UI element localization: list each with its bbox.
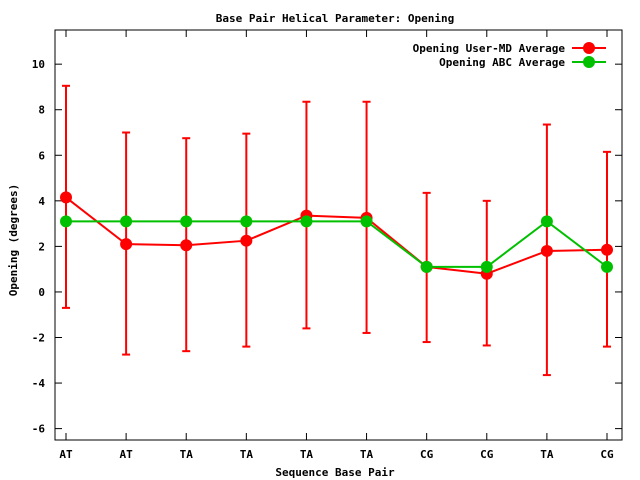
x-tick-label: CG — [420, 448, 434, 461]
data-point-series-2 — [360, 215, 373, 228]
y-tick-label: 0 — [38, 286, 45, 299]
data-point-series-1 — [120, 238, 133, 251]
data-point-series-2 — [60, 215, 72, 228]
chart-title: Base Pair Helical Parameter: Opening — [216, 12, 454, 25]
data-point-series-1 — [601, 243, 613, 256]
y-tick-label: 8 — [38, 104, 45, 117]
data-point-series-2 — [300, 215, 313, 228]
x-tick-label: AT — [119, 448, 133, 461]
data-point-series-2 — [540, 215, 553, 228]
y-tick-label: 6 — [38, 149, 45, 162]
data-point-series-1 — [540, 244, 553, 257]
data-point-series-2 — [420, 260, 433, 273]
series-line-2 — [66, 220, 608, 268]
x-axis-label: Sequence Base Pair — [275, 466, 395, 479]
data-point-series-2 — [240, 215, 253, 228]
x-tick-label: TA — [240, 448, 254, 461]
y-tick-label: -6 — [32, 423, 46, 436]
legend-label-1: Opening User-MD Average — [413, 42, 566, 55]
x-tick-label: TA — [360, 448, 374, 461]
data-point-series-2 — [120, 215, 133, 228]
legend-label-2: Opening ABC Average — [439, 56, 565, 69]
plot-area: -6 -4 -2 0 2 4 6 8 10 AT AT TA TA TA TA CG CG TA CG — [32, 29, 623, 461]
x-tick-label: TA — [540, 448, 554, 461]
series-line-1 — [65, 196, 608, 275]
data-point-series-1 — [180, 239, 193, 252]
legend-marker-2 — [583, 56, 595, 68]
y-tick-label: 4 — [38, 195, 45, 208]
data-point-series-1 — [240, 234, 253, 247]
data-point-series-1 — [60, 191, 72, 204]
data-point-series-2 — [601, 260, 613, 273]
y-tick-label: -2 — [32, 332, 45, 345]
x-tick-label: CG — [600, 448, 614, 461]
y-tick-label: -4 — [32, 377, 46, 390]
x-tick-label: TA — [300, 448, 314, 461]
x-tick-label: AT — [59, 448, 73, 461]
data-point-series-2 — [480, 260, 493, 273]
data-point-series-2 — [180, 215, 193, 228]
x-tick-label: CG — [480, 448, 494, 461]
x-tick-label: TA — [180, 448, 194, 461]
y-axis-label: Opening (degrees) — [7, 184, 20, 297]
legend-marker-1 — [583, 42, 595, 54]
y-tick-label: 10 — [32, 58, 45, 71]
plot-frame — [54, 29, 623, 441]
y-tick-label: 2 — [38, 240, 45, 253]
